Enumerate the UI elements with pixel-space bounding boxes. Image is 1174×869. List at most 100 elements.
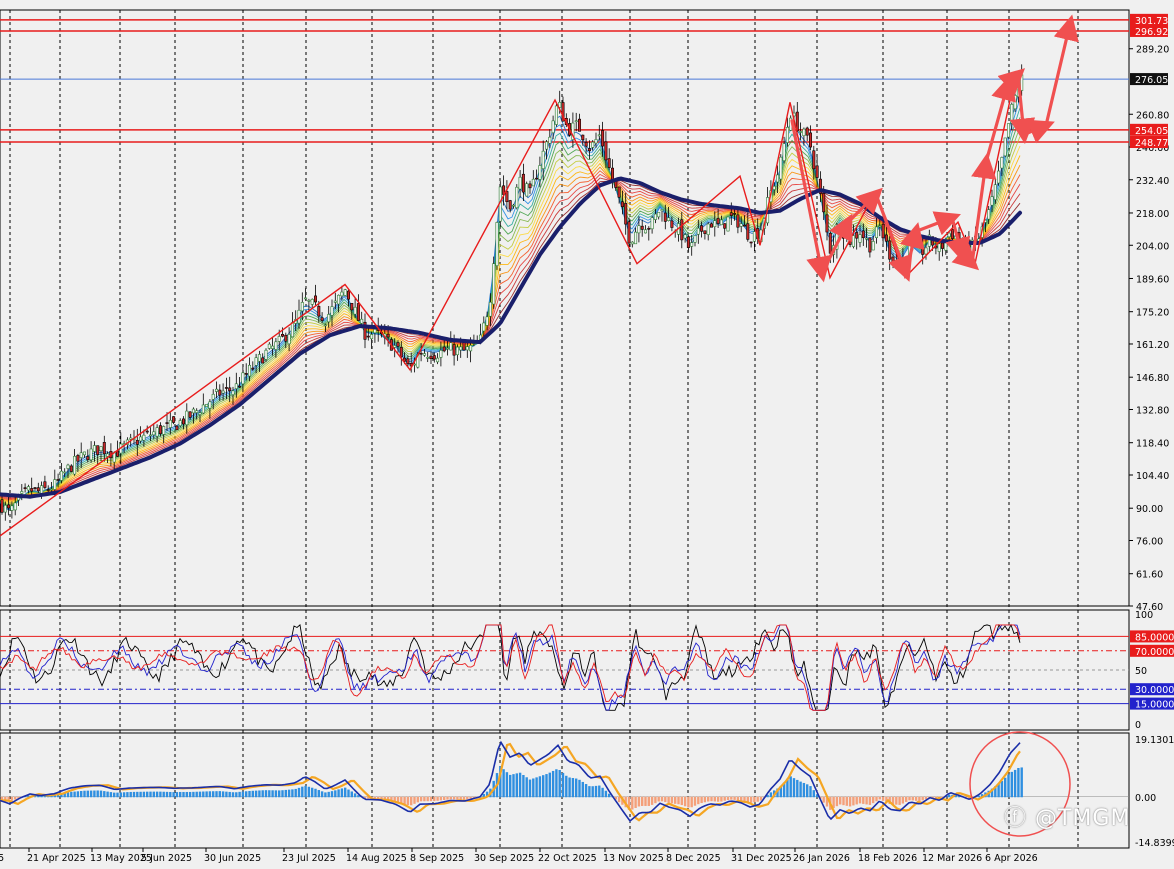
oscillator-bar — [40, 795, 43, 798]
oscillator-bar — [449, 796, 452, 800]
oscillator-bar — [918, 796, 921, 802]
candle-body — [455, 346, 459, 356]
price-tag-box — [1130, 73, 1168, 86]
candle-body — [1006, 123, 1010, 138]
candle-body — [719, 219, 723, 226]
oscillator-bar — [631, 796, 634, 810]
candle-body — [370, 334, 374, 340]
candle-body — [13, 502, 17, 511]
stochastic-axis-label: 100 — [1135, 610, 1153, 621]
candle-body — [594, 139, 598, 144]
oscillator-bar — [136, 791, 139, 798]
candle-body — [634, 231, 638, 245]
candle-body — [511, 204, 515, 207]
oscillator-bar — [674, 796, 677, 804]
candle-body — [921, 247, 925, 255]
oscillator-bar — [743, 796, 746, 802]
oscillator-bar — [403, 796, 406, 805]
candle-body — [20, 491, 24, 494]
candle-body — [300, 302, 304, 312]
time-axis-label: 5 Jun 2025 — [141, 853, 192, 864]
oscillator-bar — [281, 790, 284, 798]
oscillator-bar — [568, 777, 571, 798]
oscillator-bar — [93, 790, 96, 798]
candle-body — [69, 465, 73, 472]
oscillator-bar — [27, 795, 30, 798]
ribbon-ma-line — [0, 164, 1021, 502]
stochastic-axis-label: 0 — [1135, 720, 1141, 731]
candle-body — [99, 446, 103, 451]
oscillator-bar — [291, 789, 294, 798]
oscillator-bar — [578, 779, 581, 798]
candle-body — [201, 404, 205, 414]
candle-body — [841, 236, 845, 239]
oscillator-bar — [254, 790, 258, 798]
oscillator-bar — [327, 791, 330, 798]
trend-arrow — [874, 192, 913, 282]
oscillator-bar — [416, 796, 419, 803]
candle-body — [865, 237, 869, 240]
oscillator-bar — [347, 789, 350, 798]
candle-body — [195, 410, 199, 413]
oscillator-bar — [258, 790, 261, 798]
candle-body — [581, 134, 585, 141]
oscillator-bar — [205, 791, 208, 798]
candle-body — [89, 448, 93, 461]
oscillator-bar — [502, 769, 505, 798]
oscillator-bar — [604, 790, 608, 798]
oscillator-bar — [76, 791, 80, 798]
oscillator-bar — [647, 796, 650, 806]
oscillator-bar — [654, 796, 657, 804]
oscillator-bar — [482, 794, 485, 798]
oscillator-bar — [802, 782, 806, 798]
oscillator-bar — [129, 791, 132, 798]
oscillator-bar — [518, 772, 522, 798]
oscillator-bar — [225, 791, 228, 798]
oscillator-bar — [297, 787, 301, 798]
oscillator-bar — [419, 796, 423, 802]
oscillator-bar — [367, 796, 370, 799]
oscillator-bar — [911, 796, 914, 801]
oscillator-bar — [113, 792, 116, 798]
oscillator-axis-label: 19.1301 — [1135, 735, 1174, 746]
candle-body — [775, 174, 779, 183]
candle-body — [158, 425, 162, 435]
oscillator-bar — [499, 766, 502, 798]
candle-body — [485, 316, 489, 326]
time-axis-label: 23 Jul 2025 — [282, 853, 336, 864]
candle-body — [86, 456, 90, 461]
candle-body — [795, 111, 799, 132]
oscillator-bar — [99, 790, 103, 798]
candle-body — [198, 412, 202, 415]
candle-body — [782, 143, 786, 161]
oscillator-bar — [132, 791, 136, 798]
oscillator-bar — [1013, 769, 1017, 798]
time-axis-label: 22 Oct 2025 — [538, 853, 597, 864]
time-axis-label: 30 Jun 2025 — [204, 853, 261, 864]
oscillator-bar — [782, 782, 786, 798]
watermark-logo: ⓕ @TMGM — [1004, 806, 1131, 831]
stochastic-level-tag — [1130, 697, 1174, 710]
candle-body — [149, 434, 153, 437]
candle-body — [610, 167, 614, 181]
oscillator-bar — [363, 796, 367, 799]
oscillator-bar — [895, 796, 898, 805]
oscillator-bar — [146, 791, 149, 798]
trend-arrow — [970, 152, 997, 266]
candle-body — [482, 322, 486, 332]
oscillator-bar — [769, 792, 773, 798]
price-tag-box — [1130, 136, 1168, 149]
candle-body — [218, 389, 222, 396]
oscillator-bar — [980, 794, 984, 798]
oscillator-bar — [202, 791, 205, 798]
oscillator-bar — [594, 785, 598, 798]
highlight-circle — [969, 731, 1071, 837]
candle-body — [772, 185, 776, 190]
price-axis-label: 218.00 — [1136, 209, 1169, 220]
candle-body — [145, 430, 149, 433]
candle-body — [436, 357, 440, 363]
trend-arrow — [820, 213, 853, 275]
oscillator-bar — [268, 790, 271, 798]
oscillator-bar — [901, 796, 905, 804]
candle-body — [248, 364, 252, 377]
